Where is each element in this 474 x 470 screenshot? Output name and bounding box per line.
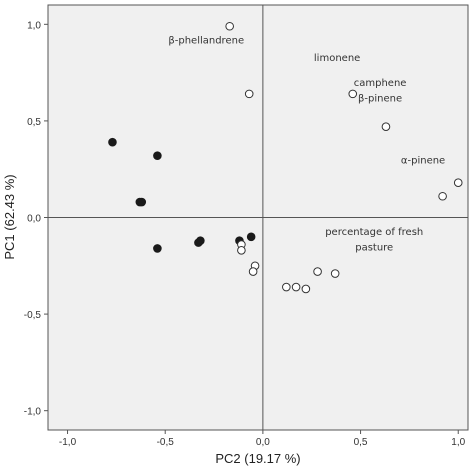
y-tick-label: -1,0	[24, 407, 42, 418]
y-axis-ticks: -1,0 -0,5 0,0 0,5 1,0	[24, 20, 48, 418]
hollow-point	[301, 284, 311, 294]
y-axis-title: PC1 (62.43 %)	[2, 174, 17, 259]
hollow-point	[438, 191, 447, 201]
filled-point	[246, 232, 256, 242]
x-axis-ticks: -1,0 -0,5 0,0 0,5 1,0	[59, 430, 466, 448]
annotation-label: percentage of fresh	[325, 227, 423, 238]
annotation-label: pasture	[355, 242, 393, 253]
hollow-point	[225, 21, 234, 31]
hollow-point	[291, 282, 301, 292]
x-tick-label: -0,5	[157, 437, 175, 448]
hollow-point	[330, 269, 340, 278]
filled-point	[196, 236, 205, 245]
hollow-point	[453, 178, 463, 188]
hollow-point	[237, 246, 246, 255]
y-tick-label: 0,0	[27, 214, 41, 225]
annotation-label: α-pinene	[401, 155, 445, 166]
x-tick-label: 0,5	[354, 437, 368, 448]
data-points	[108, 21, 463, 294]
y-tick-label: 0,5	[27, 117, 41, 128]
filled-point	[153, 244, 162, 253]
hollow-point	[248, 267, 258, 276]
filled-point	[137, 197, 147, 207]
hollow-point	[282, 282, 291, 292]
y-tick-label: 1,0	[27, 20, 41, 31]
hollow-point	[348, 89, 358, 99]
filled-point	[108, 137, 117, 147]
annotation-label: limonene	[314, 53, 360, 64]
annotation-label: β-phellandrene	[168, 36, 244, 47]
y-tick-label: -0,5	[24, 310, 42, 321]
x-tick-label: -1,0	[59, 437, 77, 448]
annotation-label: camphene	[354, 78, 407, 89]
filled-point	[153, 151, 162, 160]
hollow-point	[381, 122, 391, 132]
hollow-point	[244, 89, 254, 99]
annotation-label: β-pinene	[358, 94, 402, 105]
hollow-point	[313, 267, 322, 276]
point-annotations: β-phellandrene limonene camphene β-pinene α-…	[168, 36, 445, 254]
x-tick-label: 1,0	[451, 437, 465, 448]
x-tick-label: 0,0	[256, 437, 270, 448]
x-axis-title: PC2 (19.17 %)	[215, 451, 300, 466]
